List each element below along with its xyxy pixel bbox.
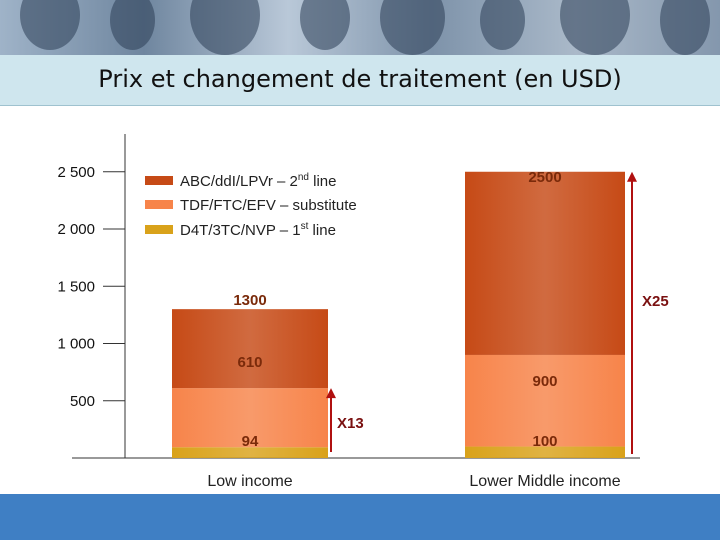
- y-tick-label: 1 500: [57, 278, 95, 295]
- bar-value-label: 900: [532, 373, 557, 390]
- legend-swatch: [145, 200, 173, 209]
- header-photo-banner: [0, 0, 720, 55]
- legend-label: TDF/FTC/EFV – substitute: [180, 197, 357, 214]
- bar-segment: [465, 446, 625, 458]
- legend-label: D4T/3TC/NVP – 1st line: [180, 221, 336, 239]
- legend-swatch: [145, 225, 173, 234]
- legend-swatch: [145, 176, 173, 185]
- page-title: Prix et changement de traitement (en USD…: [98, 65, 622, 93]
- y-tick-label: 500: [70, 393, 95, 410]
- category-label: Lower Middle income: [469, 473, 620, 490]
- footer-bar: [0, 494, 720, 540]
- category-label: Low income: [207, 473, 292, 490]
- bar-value-label: 100: [532, 433, 557, 450]
- bar-value-label: 2500: [528, 169, 561, 186]
- annotation-label: X13: [337, 415, 364, 432]
- bar-segment: [465, 354, 625, 447]
- annotation-label: X25: [642, 293, 669, 310]
- bar-segment: [465, 171, 625, 355]
- annotation-arrow-head: [627, 171, 637, 182]
- legend-label: ABC/ddI/LPVr – 2nd line: [180, 172, 337, 190]
- annotation-arrow-head: [326, 388, 336, 399]
- bar-segment: [172, 309, 328, 389]
- bar-segment: [172, 447, 328, 458]
- bar-value-label: 94: [242, 433, 259, 450]
- bar-value-label: 610: [237, 354, 262, 371]
- y-tick-label: 1 000: [57, 336, 95, 353]
- y-tick-label: 2 000: [57, 221, 95, 238]
- title-bar: Prix et changement de traitement (en USD…: [0, 55, 720, 106]
- stacked-bar-chart: 500 1 000 1 500 2 000 2 500 Low income Lower M…: [57, 134, 669, 490]
- bar-segment: [172, 388, 328, 448]
- y-tick-label: 2 500: [57, 164, 95, 181]
- bar-value-label: 1300: [233, 292, 266, 309]
